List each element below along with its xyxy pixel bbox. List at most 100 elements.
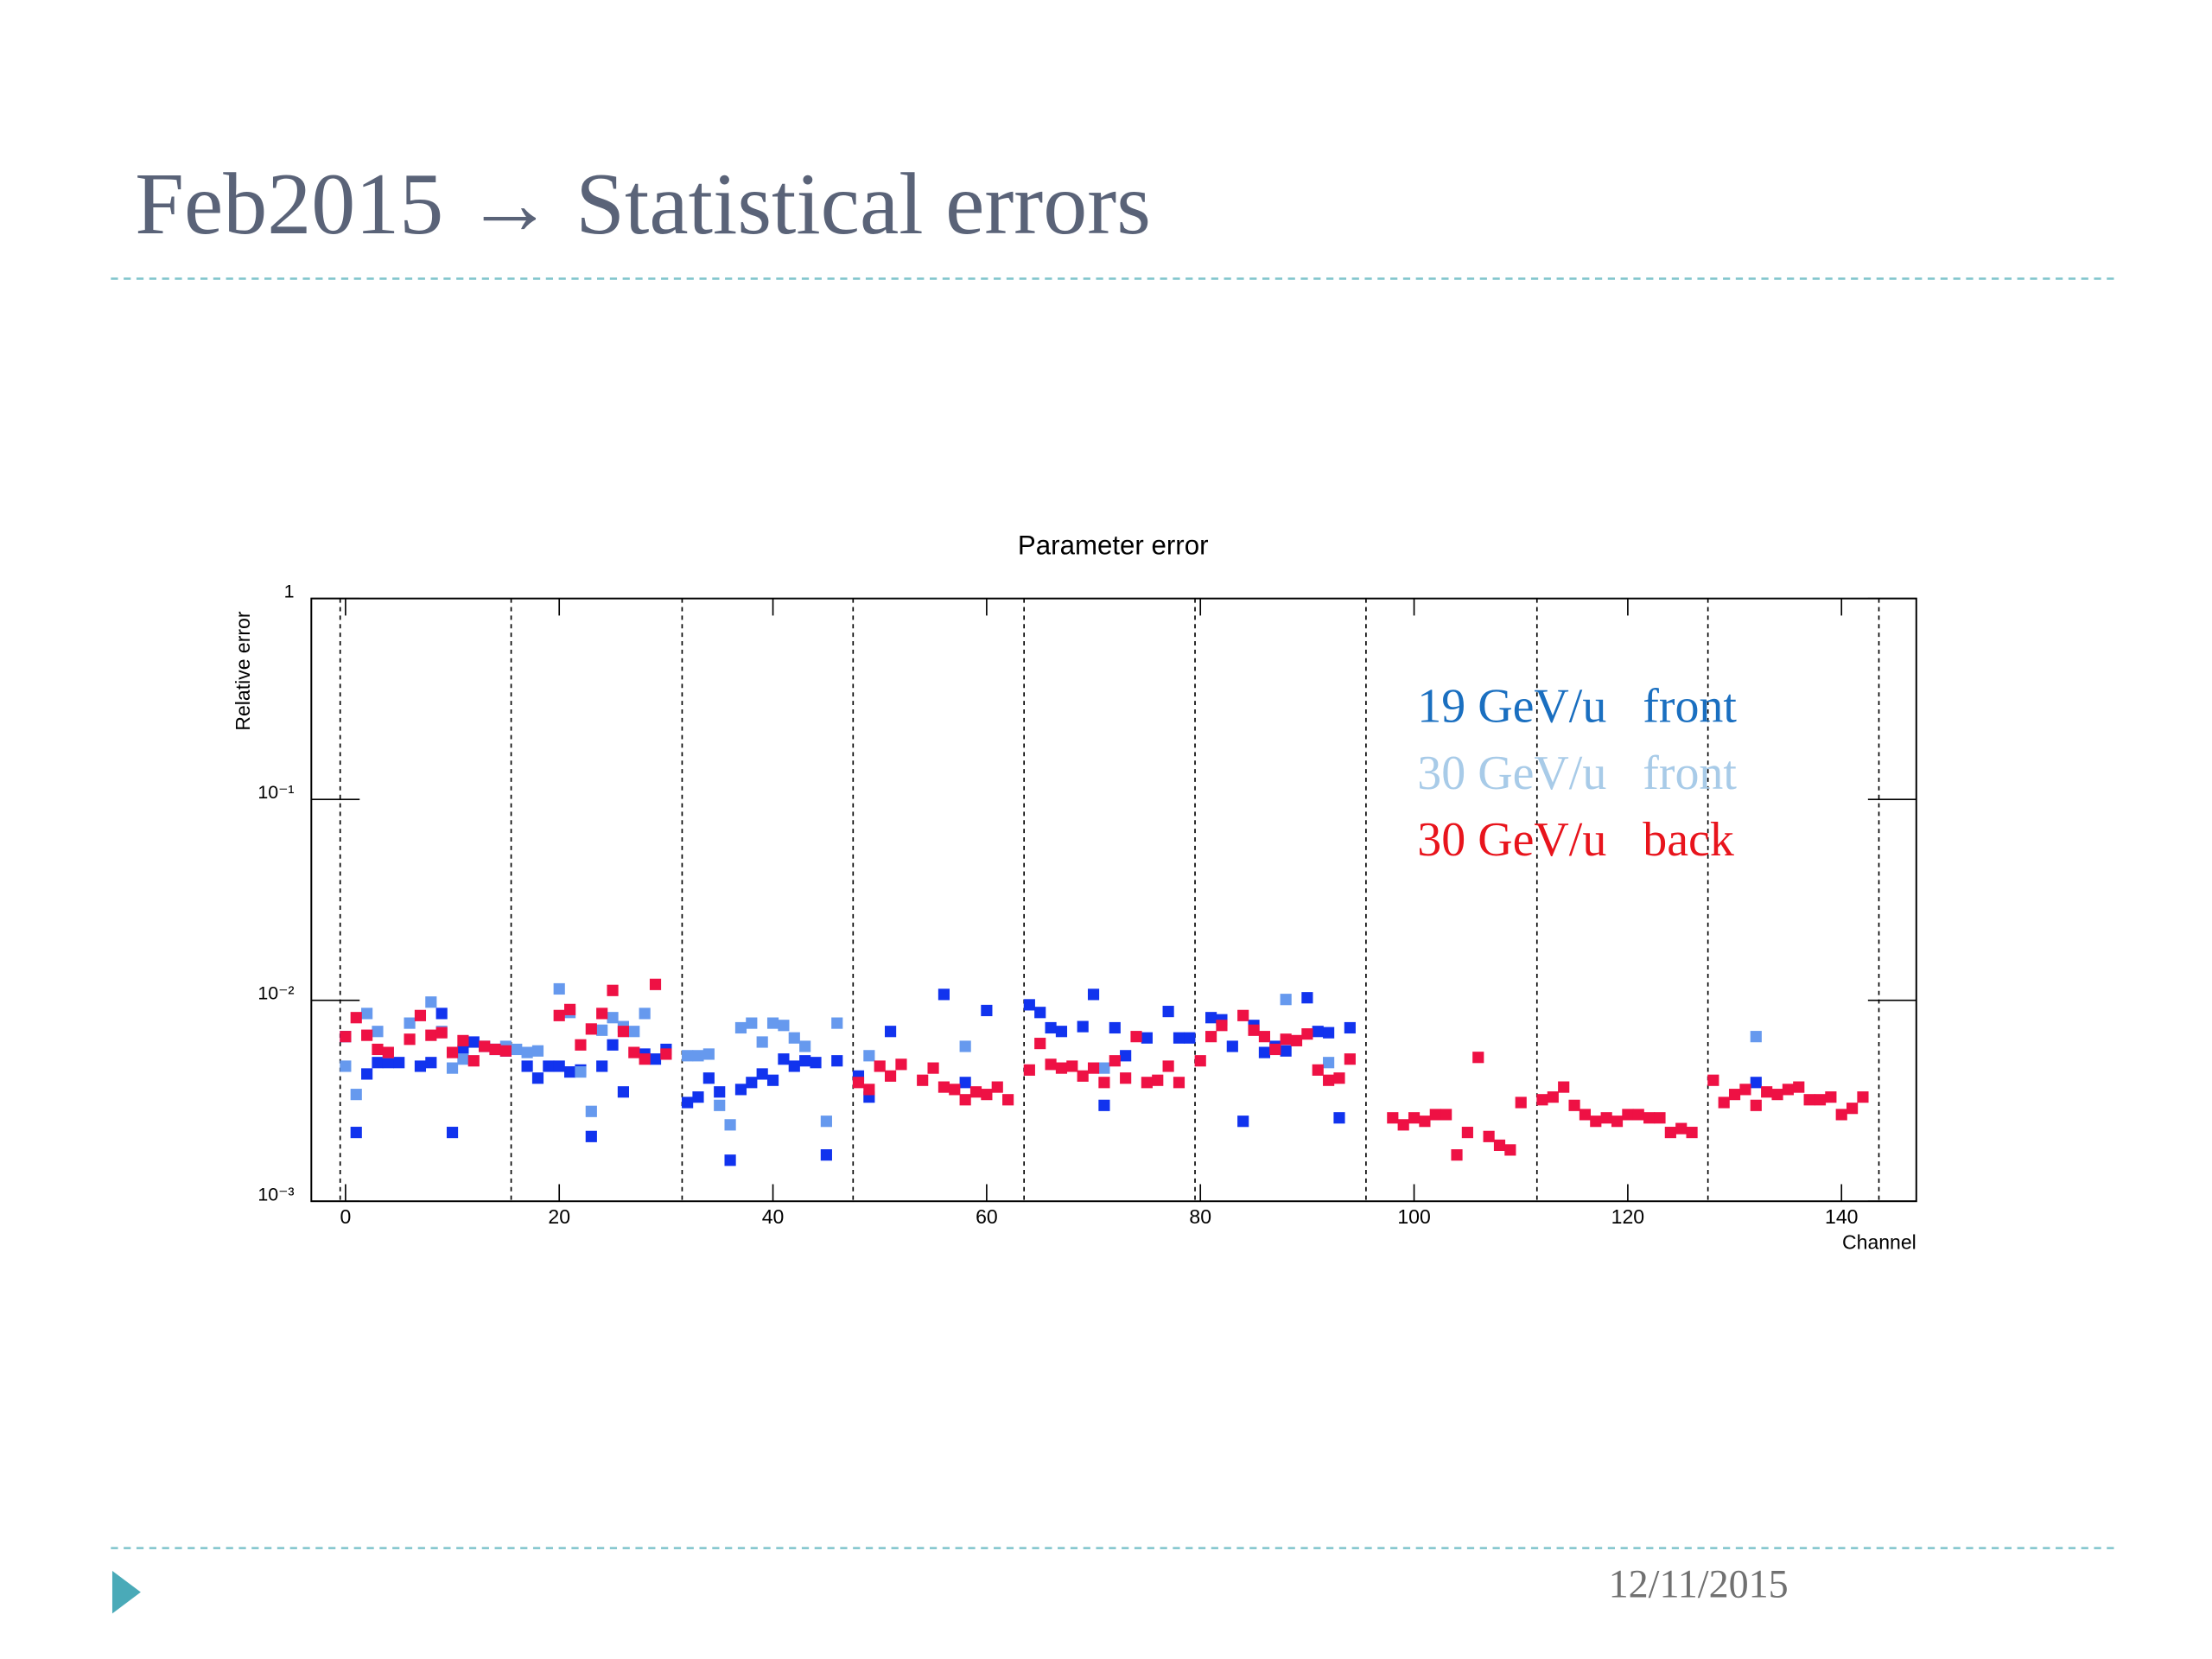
data-point: [1184, 1032, 1196, 1044]
data-point: [531, 1045, 544, 1057]
data-point: [766, 1074, 779, 1086]
data-point: [1055, 1026, 1068, 1038]
data-point: [1280, 1045, 1292, 1057]
data-point: [1055, 1062, 1068, 1074]
data-point: [1098, 1099, 1110, 1111]
data-point: [1408, 1112, 1421, 1124]
data-point: [788, 1032, 800, 1044]
data-point: [489, 1043, 501, 1056]
y-tick-label: 10⁻³: [257, 1184, 294, 1205]
data-point: [1077, 1020, 1089, 1033]
data-point: [1002, 1094, 1014, 1106]
data-point: [1547, 1091, 1559, 1103]
data-point: [1750, 1031, 1762, 1043]
chart-title: Parameter error: [1018, 531, 1209, 561]
data-point: [938, 1081, 950, 1093]
data-point: [521, 1046, 533, 1058]
y-tick-label: 10⁻²: [257, 983, 294, 1004]
data-point: [1087, 988, 1100, 1001]
data-point: [596, 1007, 608, 1020]
data-point: [1301, 992, 1313, 1004]
data-point: [479, 1040, 491, 1052]
data-point: [724, 1154, 736, 1166]
data-point: [799, 1055, 811, 1067]
plot: 0 20 40 60 80 100 120 140 10⁻³ 10⁻² 10⁻¹ 1 19 GeV/u …: [257, 582, 1917, 1228]
data-point: [1301, 1028, 1313, 1040]
data-point: [649, 978, 662, 990]
data-point: [1312, 1026, 1324, 1038]
data-point: [382, 1046, 394, 1058]
data-point: [1536, 1094, 1548, 1106]
data-point: [1440, 1109, 1452, 1121]
data-point: [446, 1062, 459, 1074]
data-point: [692, 1091, 704, 1103]
data-point: [585, 1105, 597, 1117]
data-point: [1130, 1031, 1142, 1043]
data-point: [714, 1099, 726, 1111]
x-axis-label: Channel: [1842, 1231, 1916, 1254]
data-point: [1173, 1077, 1185, 1089]
data-point: [607, 984, 619, 996]
data-point: [724, 1119, 736, 1131]
data-point: [874, 1060, 886, 1072]
data-point: [1344, 1021, 1356, 1034]
data-point: [863, 1084, 875, 1096]
data-point: [1077, 1070, 1089, 1082]
data-point: [885, 1070, 897, 1082]
x-tick-label: 120: [1611, 1205, 1644, 1228]
data-point: [1771, 1089, 1783, 1101]
x-tick-label: 80: [1189, 1205, 1211, 1228]
data-point: [425, 1057, 437, 1069]
y-tick-label: 1: [284, 582, 295, 602]
data-point: [734, 1021, 747, 1034]
data-point: [467, 1036, 480, 1048]
data-point: [1333, 1112, 1345, 1124]
data-point: [1216, 1020, 1228, 1032]
data-point: [949, 1084, 961, 1096]
data-point: [1718, 1096, 1730, 1109]
data-point: [959, 1040, 971, 1052]
data-point: [1825, 1091, 1837, 1103]
data-point: [1333, 1072, 1345, 1084]
data-point: [1066, 1060, 1078, 1072]
data-point: [1761, 1086, 1773, 1098]
data-point: [682, 1096, 694, 1109]
data-point: [446, 1127, 459, 1139]
data-point: [1323, 1074, 1335, 1086]
data-point: [1152, 1074, 1164, 1086]
data-point: [969, 1086, 982, 1098]
data-point: [649, 1053, 662, 1065]
data-point: [1023, 999, 1035, 1011]
data-point: [361, 1029, 373, 1041]
data-point: [1280, 994, 1292, 1006]
data-point: [756, 1036, 768, 1048]
data-point: [1045, 1021, 1057, 1034]
slide-title: Feb2015 → Statistical errors: [135, 156, 1151, 253]
data-point: [543, 1060, 555, 1072]
data-point: [1173, 1032, 1185, 1044]
data-point: [1707, 1074, 1719, 1086]
data-point: [564, 1066, 576, 1078]
data-point: [917, 1074, 929, 1086]
data-point: [1782, 1084, 1794, 1096]
data-point: [959, 1077, 971, 1089]
data-point: [1579, 1109, 1592, 1121]
data-point: [981, 1004, 993, 1017]
data-point: [1568, 1099, 1580, 1111]
data-point: [372, 1057, 384, 1069]
x-tick-label: 140: [1825, 1205, 1858, 1228]
data-point: [1312, 1064, 1324, 1076]
data-point: [1087, 1062, 1100, 1074]
data-point: [1280, 1033, 1292, 1046]
data-point: [1515, 1096, 1527, 1109]
data-point: [1847, 1103, 1859, 1115]
data-point: [1504, 1144, 1516, 1156]
data-point: [1451, 1149, 1463, 1161]
data-point: [1590, 1116, 1602, 1128]
data-point: [382, 1057, 394, 1069]
data-point: [863, 1050, 875, 1062]
x-tick-label: 0: [340, 1205, 351, 1228]
data-point: [425, 996, 437, 1008]
data-point: [585, 1023, 597, 1035]
data-point: [564, 1003, 576, 1015]
